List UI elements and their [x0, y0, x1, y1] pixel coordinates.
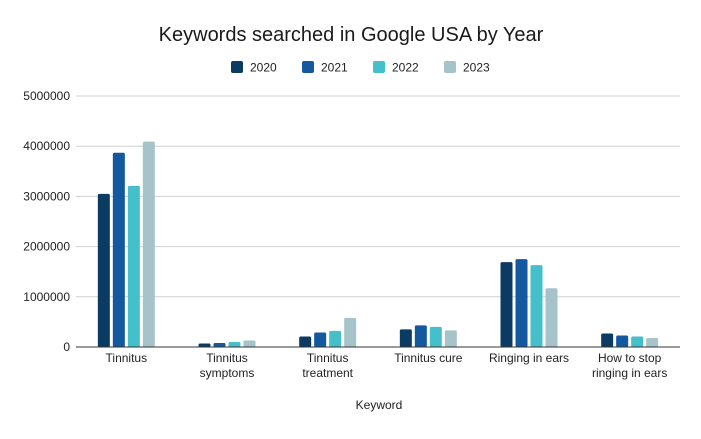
bar-2021-5: [616, 335, 629, 347]
legend-swatch-2020: [231, 61, 243, 73]
x-tick-label: Tinnitus: [106, 351, 148, 365]
bar-2022-1: [228, 341, 241, 347]
y-tick-label: 3000000: [23, 189, 70, 203]
x-tick-label: Tinnitus cure: [394, 351, 463, 365]
bar-2022-4: [530, 265, 543, 347]
bar-2021-1: [213, 342, 226, 347]
bar-2020-3: [399, 329, 412, 347]
x-tick-label: treatment: [302, 366, 353, 380]
x-tick-label: Ringing in ears: [489, 351, 569, 365]
chart-title: Keywords searched in Google USA by Year: [159, 24, 544, 46]
bar-2020-0: [97, 193, 110, 347]
bar-2021-3: [414, 325, 427, 347]
legend-swatch-2022: [373, 61, 385, 73]
bar-2022-5: [631, 336, 644, 347]
bar-2021-0: [112, 152, 125, 347]
x-axis: Tinnitus TinnitussymptomsTinnitustreatmen…: [106, 351, 668, 380]
bar-2023-5: [646, 337, 659, 347]
legend-swatch-2023: [444, 61, 456, 73]
bar-2020-4: [500, 262, 513, 347]
bar-2020-5: [601, 333, 614, 347]
gridlines: [76, 95, 680, 298]
y-tick-label: 2000000: [23, 240, 70, 254]
bar-2021-2: [314, 332, 327, 347]
legend-label-2020: 2020: [250, 61, 277, 75]
y-tick-label: 4000000: [23, 139, 70, 153]
x-tick-label: ringing in ears: [592, 366, 667, 380]
legend-swatch-2021: [302, 61, 314, 73]
bar-2023-2: [344, 317, 357, 347]
bar-2022-3: [429, 326, 442, 347]
bar-2021-4: [515, 259, 528, 347]
bar-2023-3: [444, 330, 457, 347]
y-tick-label: 5000000: [23, 89, 70, 103]
legend-label-2023: 2023: [463, 61, 490, 75]
y-axis: 0 1000000 2000000 3000000 4000000 5000000: [23, 89, 70, 354]
bars: [97, 141, 659, 347]
y-tick-label: 0: [63, 340, 70, 354]
bar-2022-2: [329, 330, 342, 347]
x-tick-label: Tinnitus: [307, 351, 349, 365]
legend-label-2021: 2021: [321, 61, 348, 75]
x-tick-label: symptoms: [200, 366, 255, 380]
bar-2023-0: [142, 141, 155, 347]
bar-2023-4: [545, 288, 558, 347]
bar-2020-1: [198, 343, 211, 347]
bar-2020-2: [299, 336, 312, 347]
x-tick-label: Tinnitus: [206, 351, 248, 365]
bar-2023-1: [243, 340, 256, 347]
legend: 2020 2021 2022 2023: [231, 61, 490, 75]
bar-2022-0: [127, 185, 140, 347]
y-tick-label: 1000000: [23, 290, 70, 304]
x-axis-title: Keyword: [356, 398, 403, 412]
x-tick-label: How to stop: [598, 351, 662, 365]
legend-label-2022: 2022: [392, 61, 419, 75]
